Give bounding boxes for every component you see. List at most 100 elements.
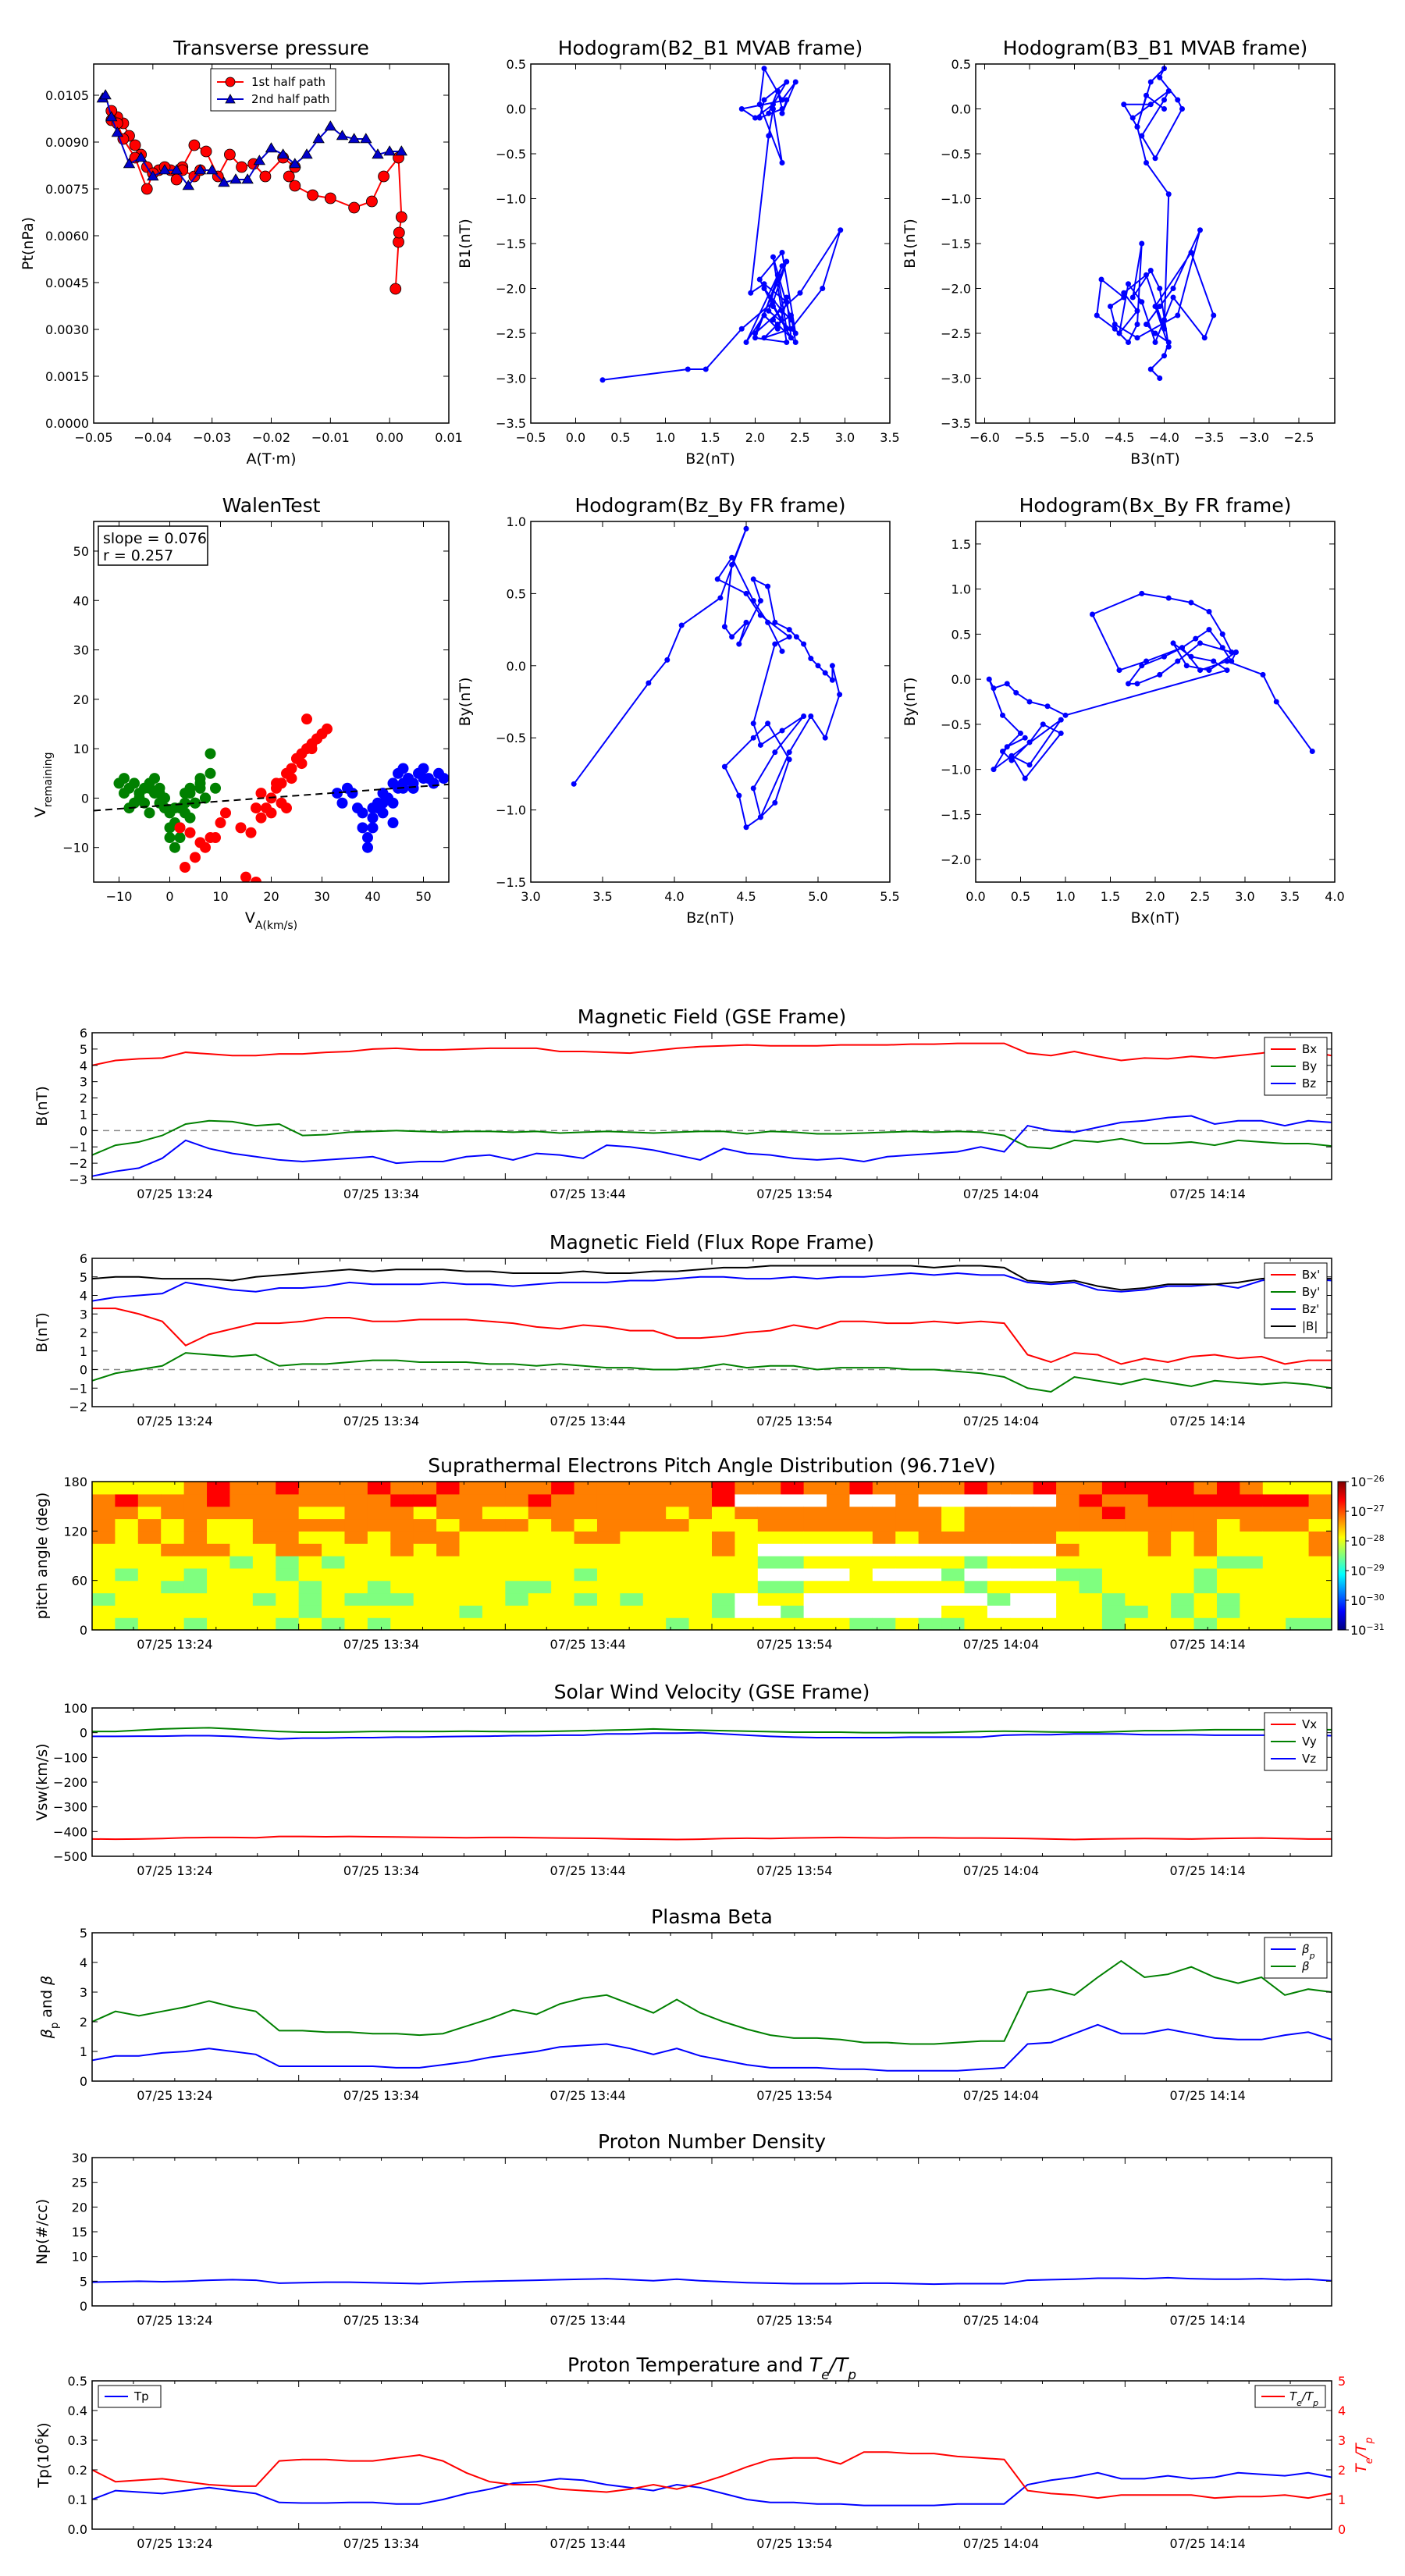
h1-point [770, 254, 776, 260]
temp-time-label: 07/25 13:44 [550, 2536, 626, 2551]
h2-ytick-label: 0.5 [951, 57, 971, 72]
h2-point [1152, 155, 1158, 162]
pad-cell [964, 1580, 988, 1594]
tp-point [140, 183, 153, 195]
h4-point [1219, 645, 1225, 651]
h4-point [1026, 699, 1033, 705]
h3-point [743, 619, 749, 625]
h2-point [1126, 340, 1131, 345]
bfr-title: Magnetic Field (Flux Rope Frame) [550, 1231, 874, 1254]
temp-title: Proton Temperature and Te/Tp [567, 2354, 856, 2383]
h1-point [774, 272, 781, 278]
beta-ytick-label: 1 [80, 2044, 87, 2059]
temp-ytick-right-label: 3 [1338, 2433, 1346, 2448]
h1-point [756, 115, 763, 121]
vsw-ytick-label: −300 [53, 1800, 87, 1815]
pad-cell [895, 1518, 919, 1532]
walen-point [194, 782, 206, 794]
pad-cell [482, 1580, 506, 1594]
pad-cell [1193, 1567, 1218, 1582]
h4-xtick-label: 4.0 [1325, 889, 1344, 904]
pad-cell [390, 1556, 414, 1569]
pad-cell [1033, 1531, 1057, 1544]
pad-cell [390, 1518, 414, 1532]
h2-point [1134, 124, 1140, 130]
pad-cell [1056, 1617, 1080, 1631]
pad-time-label: 07/25 14:14 [1170, 1637, 1246, 1652]
pad-cell [849, 1543, 873, 1557]
pad-cell [1033, 1592, 1057, 1606]
pad-cell [666, 1482, 690, 1495]
tp-point [389, 283, 402, 295]
pad-cell [941, 1506, 966, 1520]
walen-point [367, 822, 379, 834]
pad-cell [1216, 1617, 1240, 1631]
bgse-ytick-label: −3 [69, 1172, 87, 1187]
pad-cell [344, 1543, 368, 1557]
h2-point [1161, 97, 1167, 103]
pad-cell [322, 1617, 346, 1631]
pad-cell [895, 1580, 919, 1594]
temp-ytick-right-label: 5 [1338, 2374, 1346, 2389]
h3-xtick-label: 3.5 [592, 889, 612, 904]
np-ytick-label: 10 [72, 2250, 87, 2265]
h1-point [784, 258, 790, 265]
pad-cell [390, 1506, 414, 1520]
pad-cell [574, 1617, 598, 1631]
vsw-ytick-label: −100 [53, 1750, 87, 1765]
pad-cell [298, 1592, 322, 1606]
pad-cell [183, 1531, 208, 1544]
h2-axes-frame [975, 63, 1336, 424]
pad-cell [941, 1580, 966, 1594]
pad-cell [436, 1493, 461, 1507]
bfr-ytick-label: −1 [69, 1381, 87, 1396]
pad-cell [161, 1506, 185, 1520]
pad-cell [459, 1567, 483, 1582]
h3-point [750, 576, 756, 582]
h4-point [1090, 611, 1095, 617]
h4-point [1040, 721, 1046, 728]
pad-cell [298, 1617, 322, 1631]
h4-point [1126, 681, 1131, 687]
pad-cell [207, 1543, 231, 1557]
pad-cell [1216, 1543, 1240, 1557]
pad-cell [918, 1531, 942, 1544]
walen-point [129, 777, 140, 789]
bfr-ytick-label: 6 [80, 1251, 87, 1266]
h2-xtick-label: −3.0 [1239, 430, 1269, 445]
pad-cell [115, 1506, 139, 1520]
walen-annotation-box [98, 525, 208, 566]
pad-cell [666, 1592, 690, 1606]
bfr-ytick-label: 1 [80, 1344, 87, 1359]
pad-cell [115, 1592, 139, 1606]
pad-cell [735, 1567, 759, 1582]
pad-cell [1308, 1580, 1332, 1594]
pad-cell [987, 1556, 1011, 1569]
h1-xlabel: B2(nT) [685, 450, 735, 468]
pad-cell [895, 1605, 919, 1618]
pad-cell [849, 1531, 873, 1544]
pad-cell [849, 1518, 873, 1532]
h1-axes-frame [530, 63, 891, 424]
pad-cell [827, 1506, 851, 1520]
tp-point [336, 130, 349, 141]
pad-cell [505, 1493, 529, 1507]
h1-point [788, 335, 794, 341]
tp-series-line [110, 110, 403, 290]
pad-cell [229, 1617, 254, 1631]
h2-point [1147, 268, 1154, 273]
pad-cell [161, 1493, 185, 1507]
h3-xtick-label: 5.0 [808, 889, 827, 904]
pad-cell [642, 1518, 667, 1532]
pad-cell [1125, 1556, 1149, 1569]
pad-cell [757, 1567, 781, 1582]
h3-point [743, 525, 749, 532]
h4-point [1193, 635, 1199, 642]
h1-ytick-label: −3.5 [496, 416, 526, 431]
h3-point [786, 634, 792, 640]
pad-cell [344, 1567, 368, 1582]
temp-time-label: 07/25 13:34 [343, 2536, 419, 2551]
walen-point [438, 773, 449, 785]
pad-cell [620, 1482, 644, 1495]
pad-cell [1171, 1518, 1195, 1532]
